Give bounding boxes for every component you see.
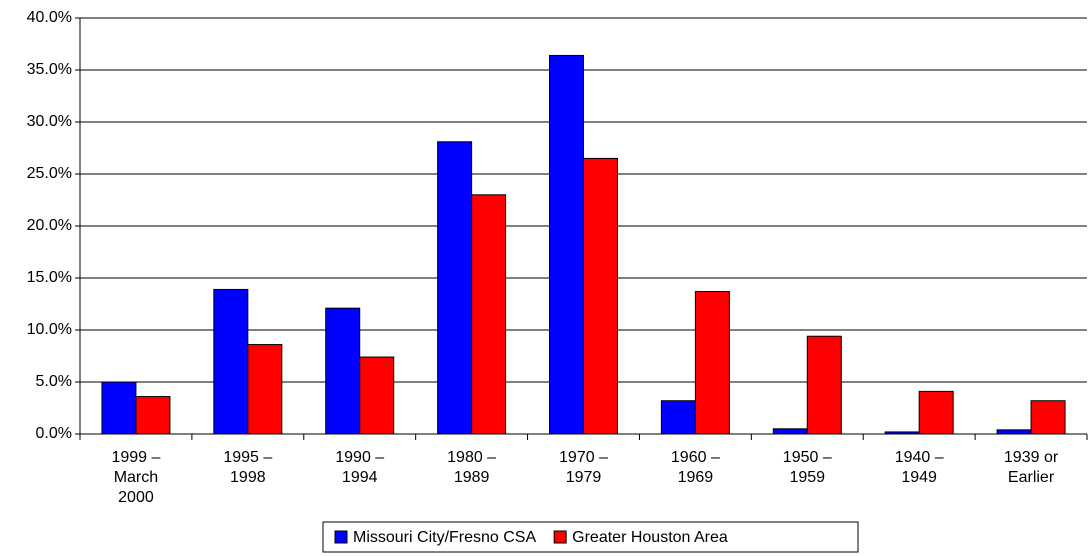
- bar: [1030, 400, 1066, 435]
- y-tick-label: 10.0%: [27, 321, 72, 338]
- x-tick-label: 1940 – 1949: [894, 449, 944, 486]
- bar: [135, 396, 171, 435]
- y-tick-label: 40.0%: [27, 9, 72, 26]
- bar: [918, 390, 954, 435]
- x-tick-label: 1995 – 1998: [223, 449, 273, 486]
- legend-box: [322, 521, 859, 553]
- bar: [471, 194, 507, 435]
- y-tick-label: 35.0%: [27, 61, 72, 78]
- bar: [996, 429, 1032, 435]
- x-tick-label: 1960 – 1969: [670, 449, 720, 486]
- bar: [247, 344, 283, 435]
- bar: [437, 141, 473, 435]
- bar: [549, 54, 584, 435]
- legend-swatch: [553, 530, 567, 544]
- bar: [213, 288, 249, 435]
- y-tick-label: 5.0%: [36, 373, 72, 390]
- bar: [359, 356, 395, 435]
- bar: [660, 400, 696, 435]
- bar: [325, 307, 361, 435]
- x-tick-label: 1970 – 1979: [559, 449, 608, 486]
- x-tick-label: 1950 – 1959: [782, 449, 832, 486]
- bar: [101, 381, 137, 435]
- x-tick-label: 1990 – 1994: [335, 449, 385, 486]
- y-tick-label: 15.0%: [27, 269, 72, 286]
- bar: [772, 428, 808, 435]
- legend-swatch: [334, 530, 348, 544]
- bar: [694, 291, 730, 435]
- y-tick-label: 0.0%: [36, 425, 72, 442]
- y-tick-label: 25.0%: [27, 165, 72, 182]
- x-tick-label: 1999 – March 2000: [111, 449, 161, 506]
- bar: [806, 335, 842, 435]
- y-tick-label: 30.0%: [27, 113, 72, 130]
- x-tick-label: 1939 or Earlier: [1003, 449, 1059, 486]
- legend-label: Missouri City/Fresno CSA: [353, 529, 536, 546]
- x-tick-label: 1980 – 1989: [447, 449, 497, 486]
- legend-label: Greater Houston Area: [572, 529, 728, 546]
- y-tick-label: 20.0%: [27, 217, 72, 234]
- bar: [884, 431, 920, 435]
- bar: [583, 157, 618, 435]
